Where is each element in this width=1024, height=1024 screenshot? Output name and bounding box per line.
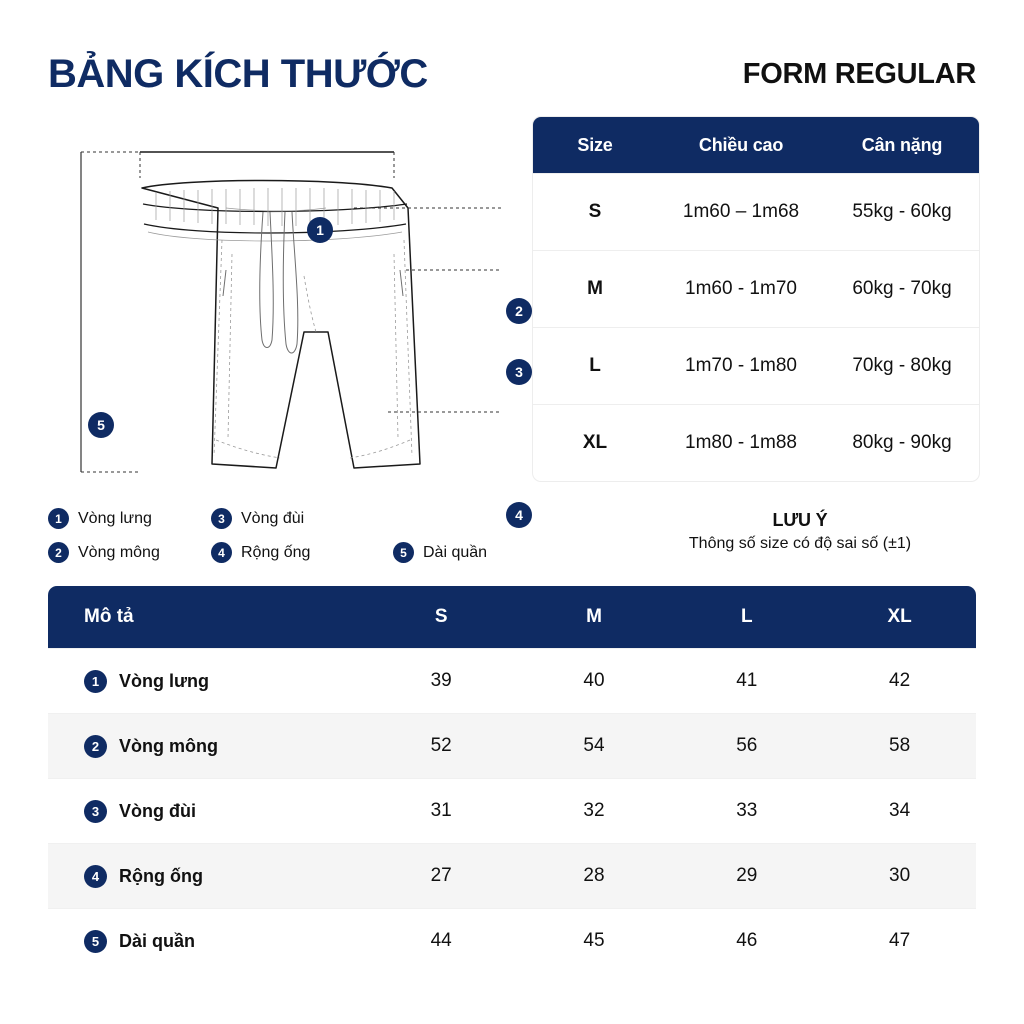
callout-marker-1: 1 xyxy=(307,217,333,243)
note-title: LƯU Ý xyxy=(772,510,828,530)
row-badge-4: 4 xyxy=(84,864,107,888)
row-badge-2: 2 xyxy=(84,734,107,758)
meas-value-s: 27 xyxy=(430,865,452,886)
row-badge-3: 3 xyxy=(84,799,107,823)
meas-value-xl: 58 xyxy=(889,735,911,756)
measurement-legend: 1 Vòng lưng 2 Vòng mông 3 Vòng đùi 4 Rộn… xyxy=(48,505,518,569)
callout-marker-2: 2 xyxy=(506,298,532,324)
meas-description-cell: 1 Vòng lưng xyxy=(48,669,365,693)
table-row: 3 Vòng đùi 31 32 33 34 xyxy=(48,778,976,843)
note-text: Thông số size có độ sai số (±1) xyxy=(688,535,912,552)
meas-description-cell: 4 Rộng ống xyxy=(48,864,365,888)
legend-item-1: 1 Vòng lưng xyxy=(48,508,152,529)
size-cell-size: L xyxy=(589,355,601,376)
legend-label-4: Rộng ống xyxy=(241,543,311,561)
measurements-header-row: Mô tả S M L XL xyxy=(48,586,976,648)
size-cell-height: 1m70 - 1m80 xyxy=(685,355,797,376)
meas-value-s: 52 xyxy=(430,735,452,756)
size-cell-height: 1m80 - 1m88 xyxy=(685,432,797,453)
size-recommendation-table: Size Chiều cao Cân nặng S 1m60 – 1m68 55… xyxy=(532,116,980,482)
meas-header-l: L xyxy=(741,606,753,627)
legend-item-2: 2 Vòng mông xyxy=(48,542,160,563)
meas-header-s: S xyxy=(434,606,448,627)
legend-badge-2: 2 xyxy=(48,542,69,563)
form-type-label: FORM REGULAR xyxy=(742,58,977,90)
meas-label: Dài quần xyxy=(119,930,196,951)
meas-value-s: 39 xyxy=(430,670,452,691)
table-row: 5 Dài quần 44 45 46 47 xyxy=(48,908,976,973)
size-cell-weight: 70kg - 80kg xyxy=(852,355,952,376)
meas-value-l: 33 xyxy=(736,800,758,821)
size-cell-size: XL xyxy=(582,432,608,453)
size-cell-weight: 55kg - 60kg xyxy=(852,201,952,222)
measurements-table: Mô tả S M L XL 1 Vòng lưng 39 40 41 42 2… xyxy=(48,586,976,973)
legend-badge-1: 1 xyxy=(48,508,69,529)
meas-description-cell: 3 Vòng đùi xyxy=(48,799,365,823)
size-table-row: L 1m70 - 1m80 70kg - 80kg xyxy=(533,327,979,404)
size-table-header-height: Chiều cao xyxy=(698,134,784,155)
meas-value-s: 44 xyxy=(430,930,452,951)
size-cell-size: M xyxy=(587,278,603,299)
legend-label-2: Vòng mông xyxy=(78,543,160,561)
shorts-diagram: 1 2 3 4 5 xyxy=(36,104,532,528)
size-cell-size: S xyxy=(588,201,602,222)
meas-value-l: 41 xyxy=(736,670,758,691)
meas-header-description: Mô tả xyxy=(84,606,134,627)
meas-value-l: 29 xyxy=(736,865,758,886)
meas-value-m: 28 xyxy=(583,865,605,886)
callout-marker-3: 3 xyxy=(506,359,532,385)
size-cell-height: 1m60 - 1m70 xyxy=(685,278,797,299)
legend-badge-3: 3 xyxy=(211,508,232,529)
size-cell-height: 1m60 – 1m68 xyxy=(682,201,800,222)
meas-description-cell: 5 Dài quần xyxy=(48,929,365,953)
meas-value-m: 54 xyxy=(583,735,605,756)
meas-value-s: 31 xyxy=(430,800,452,821)
table-row: 4 Rộng ống 27 28 29 30 xyxy=(48,843,976,908)
meas-value-m: 32 xyxy=(583,800,605,821)
meas-header-xl: XL xyxy=(887,606,912,627)
legend-label-5: Dài quần xyxy=(423,543,488,561)
legend-badge-5: 5 xyxy=(393,542,414,563)
legend-item-3: 3 Vòng đùi xyxy=(211,508,304,529)
row-badge-1: 1 xyxy=(84,669,107,693)
callout-marker-5: 5 xyxy=(88,412,114,438)
size-table-header-weight: Cân nặng xyxy=(861,134,943,155)
size-cell-weight: 80kg - 90kg xyxy=(852,432,952,453)
meas-value-xl: 34 xyxy=(889,800,911,821)
meas-value-xl: 30 xyxy=(889,865,911,886)
legend-item-4: 4 Rộng ống xyxy=(211,542,310,563)
meas-label: Vòng lưng xyxy=(119,670,210,691)
size-table-row: M 1m60 - 1m70 60kg - 70kg xyxy=(533,250,979,327)
page-title: BẢNG KÍCH THƯỚC xyxy=(48,52,428,96)
meas-header-m: M xyxy=(586,606,602,627)
size-table-row: S 1m60 – 1m68 55kg - 60kg xyxy=(533,173,979,250)
meas-description-cell: 2 Vòng mông xyxy=(48,734,365,758)
legend-label-1: Vòng lưng xyxy=(78,509,152,527)
meas-value-xl: 47 xyxy=(889,930,911,951)
table-row: 2 Vòng mông 52 54 56 58 xyxy=(48,713,976,778)
legend-item-5: 5 Dài quần xyxy=(393,542,487,563)
row-badge-5: 5 xyxy=(84,929,107,953)
meas-value-l: 46 xyxy=(736,930,758,951)
size-table-row: XL 1m80 - 1m88 80kg - 90kg xyxy=(533,404,979,481)
meas-value-l: 56 xyxy=(736,735,758,756)
meas-value-xl: 42 xyxy=(889,670,911,691)
meas-value-m: 45 xyxy=(583,930,605,951)
meas-value-m: 40 xyxy=(583,670,605,691)
note-block: LƯU Ý Thông số size có độ sai số (±1) xyxy=(600,510,1000,553)
meas-label: Rộng ống xyxy=(119,865,203,886)
size-table-header-size: Size xyxy=(577,134,613,155)
legend-label-3: Vòng đùi xyxy=(241,509,305,527)
size-table-header-row: Size Chiều cao Cân nặng xyxy=(533,117,979,173)
shorts-illustration-svg xyxy=(80,151,502,473)
size-cell-weight: 60kg - 70kg xyxy=(852,278,952,299)
meas-label: Vòng đùi xyxy=(119,800,196,821)
meas-label: Vòng mông xyxy=(119,735,218,756)
table-row: 1 Vòng lưng 39 40 41 42 xyxy=(48,648,976,713)
legend-badge-4: 4 xyxy=(211,542,232,563)
callout-marker-4: 4 xyxy=(506,502,532,528)
